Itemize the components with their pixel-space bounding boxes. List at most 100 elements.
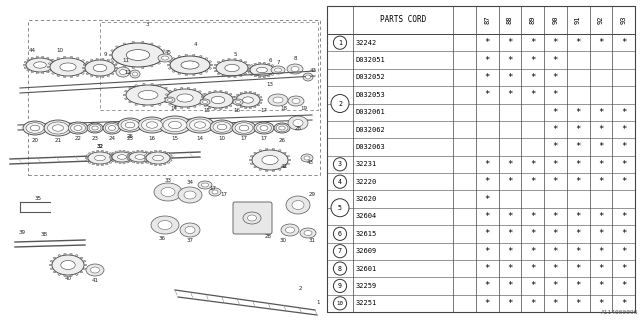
Ellipse shape	[218, 73, 220, 75]
Text: 32259: 32259	[356, 283, 377, 289]
Ellipse shape	[234, 76, 236, 78]
Ellipse shape	[129, 152, 151, 162]
Ellipse shape	[164, 97, 167, 99]
Ellipse shape	[132, 162, 135, 163]
Ellipse shape	[234, 97, 237, 98]
Ellipse shape	[64, 253, 66, 255]
Text: 32220: 32220	[356, 179, 377, 185]
Text: 32620: 32620	[356, 196, 377, 202]
Text: *: *	[575, 142, 581, 151]
Text: *: *	[575, 264, 581, 273]
Ellipse shape	[129, 87, 131, 89]
Text: 32601: 32601	[356, 266, 377, 272]
Ellipse shape	[292, 99, 300, 103]
Ellipse shape	[275, 68, 282, 72]
Ellipse shape	[88, 152, 112, 164]
Ellipse shape	[259, 76, 261, 78]
Ellipse shape	[211, 64, 212, 66]
Circle shape	[333, 297, 347, 310]
Ellipse shape	[165, 101, 168, 102]
Ellipse shape	[254, 63, 257, 65]
Ellipse shape	[86, 61, 88, 63]
Ellipse shape	[109, 54, 112, 56]
Ellipse shape	[83, 260, 86, 262]
Text: *: *	[598, 264, 604, 273]
Ellipse shape	[172, 58, 175, 59]
Text: 17: 17	[221, 191, 227, 196]
Ellipse shape	[225, 107, 227, 108]
Ellipse shape	[132, 154, 134, 156]
Text: *: *	[484, 212, 490, 221]
Ellipse shape	[126, 156, 129, 158]
Ellipse shape	[168, 61, 171, 62]
Text: *: *	[484, 160, 490, 169]
Ellipse shape	[247, 64, 250, 66]
Ellipse shape	[105, 124, 119, 132]
Ellipse shape	[205, 58, 208, 59]
Ellipse shape	[214, 108, 216, 110]
Text: *: *	[575, 108, 581, 117]
Text: *: *	[484, 299, 490, 308]
Ellipse shape	[291, 67, 299, 71]
Ellipse shape	[198, 181, 212, 189]
Text: 22: 22	[74, 137, 81, 141]
Circle shape	[333, 158, 347, 171]
Ellipse shape	[132, 72, 138, 76]
Ellipse shape	[210, 120, 234, 134]
Text: D032053: D032053	[356, 92, 386, 98]
Ellipse shape	[36, 72, 38, 74]
Ellipse shape	[209, 68, 211, 69]
Text: *: *	[598, 247, 604, 256]
Ellipse shape	[108, 125, 116, 131]
Ellipse shape	[163, 118, 187, 132]
Ellipse shape	[115, 70, 116, 72]
Text: 12: 12	[125, 69, 131, 75]
Ellipse shape	[185, 74, 188, 76]
Ellipse shape	[259, 102, 262, 103]
Text: *: *	[530, 56, 535, 65]
Ellipse shape	[288, 116, 308, 130]
Ellipse shape	[287, 64, 303, 74]
Ellipse shape	[143, 84, 145, 85]
Ellipse shape	[109, 156, 112, 158]
Ellipse shape	[252, 150, 288, 170]
Ellipse shape	[234, 58, 236, 60]
Ellipse shape	[136, 150, 139, 152]
Ellipse shape	[103, 122, 121, 134]
Text: 31: 31	[308, 237, 316, 243]
Text: *: *	[598, 229, 604, 238]
Ellipse shape	[274, 123, 290, 133]
Ellipse shape	[239, 75, 242, 76]
Ellipse shape	[165, 97, 175, 103]
Ellipse shape	[276, 124, 288, 132]
Ellipse shape	[111, 155, 114, 156]
Ellipse shape	[232, 96, 235, 98]
Ellipse shape	[233, 99, 236, 101]
Text: 7: 7	[338, 248, 342, 254]
Text: *: *	[507, 160, 513, 169]
Ellipse shape	[159, 116, 191, 134]
Text: 35: 35	[35, 196, 42, 201]
Ellipse shape	[239, 60, 242, 61]
Ellipse shape	[110, 154, 113, 156]
Text: *: *	[484, 73, 490, 82]
Ellipse shape	[285, 227, 294, 233]
Ellipse shape	[36, 56, 38, 58]
Ellipse shape	[53, 257, 56, 259]
Ellipse shape	[236, 94, 239, 96]
Ellipse shape	[180, 223, 200, 237]
Ellipse shape	[216, 60, 248, 76]
Ellipse shape	[141, 162, 143, 164]
Text: 24: 24	[109, 137, 115, 141]
Ellipse shape	[126, 50, 150, 60]
Ellipse shape	[141, 150, 143, 152]
Text: 3: 3	[338, 161, 342, 167]
Ellipse shape	[52, 255, 84, 275]
Ellipse shape	[85, 70, 88, 71]
Text: *: *	[575, 177, 581, 186]
Ellipse shape	[123, 162, 125, 164]
Ellipse shape	[92, 126, 98, 130]
Ellipse shape	[127, 151, 129, 153]
Text: 1: 1	[316, 300, 320, 305]
Ellipse shape	[257, 67, 268, 73]
